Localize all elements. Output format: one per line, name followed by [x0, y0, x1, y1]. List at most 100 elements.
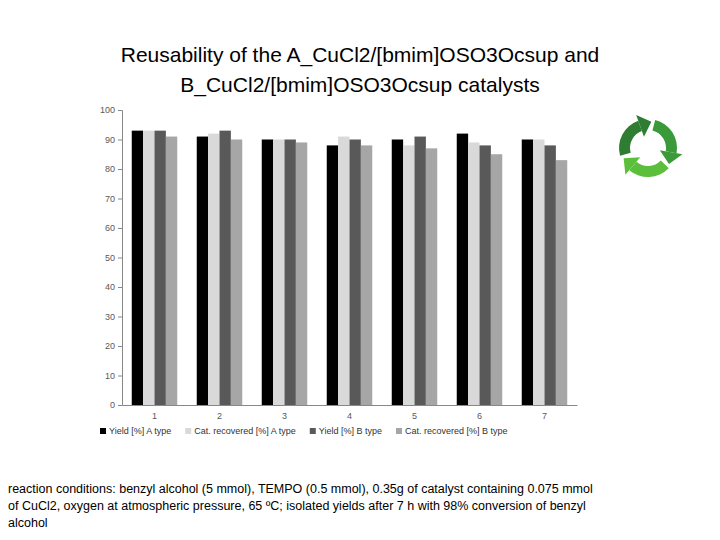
bar	[350, 140, 361, 406]
bar	[273, 140, 284, 406]
tick: 5	[412, 405, 417, 421]
tick-mark	[118, 110, 122, 111]
legend-item: Yield [%] A type	[100, 426, 171, 436]
annotation: reaction conditions: benzyl alcohol (5 m…	[8, 482, 593, 496]
bar	[480, 145, 491, 405]
tick-label: 10	[105, 371, 115, 381]
bar	[491, 154, 502, 405]
tick: 50	[105, 253, 122, 263]
tick-label: 4	[347, 411, 352, 421]
bar	[327, 145, 338, 405]
bar	[197, 137, 208, 405]
recycle-arrowhead	[633, 110, 656, 137]
legend-label: Cat. recovered [%] A type	[194, 426, 296, 436]
tick: 30	[105, 312, 122, 322]
tick-label: 60	[105, 223, 115, 233]
tick: 1	[152, 405, 157, 421]
recycle-icon	[606, 110, 682, 192]
tick-label: 70	[105, 194, 115, 204]
bar	[296, 142, 307, 405]
bar	[392, 140, 403, 406]
tick: 4	[347, 405, 352, 421]
tick: 2	[217, 405, 222, 421]
tick-mark	[118, 287, 122, 288]
tick-mark	[118, 405, 122, 406]
tick: 20	[105, 341, 122, 351]
tick-label: 5	[412, 411, 417, 421]
legend-item: Cat. recovered [%] A type	[185, 426, 296, 436]
tick: 7	[542, 405, 547, 421]
legend-swatch	[310, 428, 316, 434]
legend-swatch	[185, 428, 191, 434]
tick-mark	[118, 199, 122, 200]
tick-label: 50	[105, 253, 115, 263]
legend-swatch	[396, 428, 402, 434]
tick-label: 0	[110, 400, 115, 410]
bar	[155, 131, 166, 405]
bar	[208, 134, 219, 405]
tick-label: 3	[282, 411, 287, 421]
legend-item: Cat. recovered [%] B type	[396, 426, 508, 436]
annotation: alcohol	[8, 516, 48, 530]
title: B_CuCl2/[bmim]OSO3Ocsup catalysts	[180, 73, 539, 97]
tick-mark	[118, 258, 122, 259]
bars	[132, 131, 568, 405]
title: Reusability of the A_CuCl2/[bmim]OSO3Ocs…	[121, 43, 600, 67]
tick-mark	[118, 317, 122, 318]
tick-mark	[118, 228, 122, 229]
tick-label: 40	[105, 282, 115, 292]
bar	[533, 140, 544, 406]
bar	[338, 137, 349, 405]
bar	[220, 131, 231, 405]
tick-label: 100	[100, 105, 115, 115]
legend-label: Yield [%] B type	[319, 426, 382, 436]
tick: 90	[105, 135, 122, 145]
bar	[132, 131, 143, 405]
tick-label: 7	[542, 411, 547, 421]
axis-line	[123, 405, 578, 406]
annotation: of CuCl2, oxygen at atmospheric pressure…	[8, 499, 586, 513]
bar	[415, 137, 426, 405]
legend-label: Cat. recovered [%] B type	[405, 426, 508, 436]
tick-mark	[118, 376, 122, 377]
tick: 3	[282, 405, 287, 421]
tick: 6	[477, 405, 482, 421]
tick-label: 1	[152, 411, 157, 421]
tick-mark	[118, 346, 122, 347]
recycle-arrowhead	[660, 150, 683, 164]
bar	[468, 142, 479, 405]
tick-label: 30	[105, 312, 115, 322]
tick-label: 80	[105, 164, 115, 174]
bar	[262, 140, 273, 406]
y-axis: 0 10 20 30 40 50 60 70 80 90 100	[100, 105, 123, 410]
bar	[143, 131, 154, 405]
tick: 100	[100, 105, 122, 115]
bar	[166, 137, 177, 405]
legend-item: Yield [%] B type	[310, 426, 382, 436]
tick-label: 90	[105, 135, 115, 145]
chart: Reusability of the A_CuCl2/[bmim]OSO3Ocs…	[0, 0, 720, 540]
bar	[556, 160, 567, 405]
bar	[426, 148, 437, 405]
tick-label: 20	[105, 341, 115, 351]
tick-mark	[118, 169, 122, 170]
tick-mark	[118, 140, 122, 141]
bar	[457, 134, 468, 405]
x-axis: 1 2 3 4 5 6 7	[123, 405, 578, 421]
legend: Yield [%] A type Cat. recovered [%] A typ…	[100, 426, 508, 436]
recycle-arrow	[652, 120, 677, 153]
bar	[403, 145, 414, 405]
bar	[285, 140, 296, 406]
legend-swatch	[100, 428, 106, 434]
tick: 60	[105, 223, 122, 233]
bar	[522, 140, 533, 406]
bar	[545, 145, 556, 405]
tick: 80	[105, 164, 122, 174]
bar	[361, 145, 372, 405]
recycle-arrow	[629, 149, 670, 187]
tick: 10	[105, 371, 122, 381]
axis-line	[118, 111, 123, 406]
tick: 40	[105, 282, 122, 292]
tick: 70	[105, 194, 122, 204]
legend-label: Yield [%] A type	[109, 426, 171, 436]
